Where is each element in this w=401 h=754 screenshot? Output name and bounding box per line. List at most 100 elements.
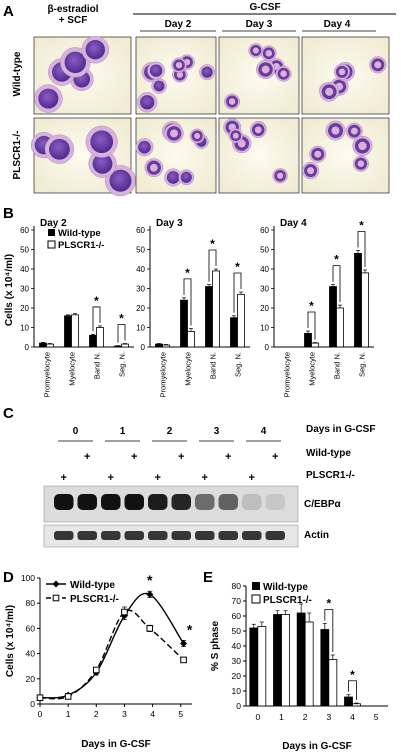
d-point-square bbox=[36, 694, 44, 702]
c-band-actin bbox=[54, 531, 74, 540]
ring-nucleus bbox=[354, 157, 367, 170]
e-y-tick-label: 10 bbox=[232, 686, 242, 696]
e-bar bbox=[273, 614, 282, 707]
c-label-days: Days in G-CSF bbox=[306, 424, 375, 435]
b-category-label: Promyelocyte bbox=[159, 352, 168, 397]
e-legend-label-wildtype: Wild-type bbox=[263, 582, 308, 593]
b-bar bbox=[89, 334, 97, 348]
b-significance-bracket bbox=[92, 306, 101, 332]
b-y-tick-label: 30 bbox=[136, 285, 145, 294]
b-y-tick-label: 10 bbox=[20, 324, 29, 333]
b-significance-star: * bbox=[119, 311, 124, 325]
b-bar bbox=[180, 299, 188, 348]
d-x-tick-label: 2 bbox=[94, 709, 99, 719]
b-bar bbox=[329, 286, 337, 348]
b-significance-star: * bbox=[210, 237, 215, 251]
b-bar bbox=[354, 252, 362, 348]
ring-nucleus bbox=[262, 47, 275, 60]
cell-nucleus bbox=[64, 51, 87, 74]
ring-nucleus bbox=[321, 84, 337, 100]
ring-nucleus bbox=[226, 95, 239, 108]
b-bar bbox=[311, 342, 319, 348]
b-y-tick-label: 40 bbox=[136, 265, 145, 274]
panel-b-letter: B bbox=[3, 205, 14, 222]
cell-nucleus bbox=[201, 66, 213, 78]
d-x-tick-label: 4 bbox=[150, 709, 155, 719]
d-ylabel: Cells (x 10⁴/ml) bbox=[5, 605, 16, 677]
e-bar bbox=[352, 703, 361, 707]
b-bar bbox=[64, 315, 72, 348]
b-y-tick-label: 60 bbox=[260, 226, 269, 235]
c-band-actin bbox=[218, 531, 238, 540]
cell-nucleus bbox=[38, 88, 59, 109]
a-gcsf-header: G-CSF bbox=[249, 2, 280, 13]
e-x-tick-label: 1 bbox=[279, 712, 284, 722]
d-y-tick-label: 100 bbox=[21, 573, 35, 583]
e-legend-label-plscr1: PLSCR1-/- bbox=[263, 595, 312, 606]
ring-nucleus bbox=[311, 147, 325, 161]
b-legend-swatch-plscr1 bbox=[47, 240, 56, 249]
micrograph-grid bbox=[30, 35, 390, 197]
c-plus-plscr1: + bbox=[249, 472, 255, 484]
b-category-label: Band N. bbox=[333, 352, 342, 379]
c-band-actin bbox=[171, 531, 191, 540]
b-bar bbox=[205, 286, 213, 348]
d-x-tick-label: 5 bbox=[178, 709, 183, 719]
b-category-label: Myelocyte bbox=[308, 352, 317, 386]
b-y-tick-label: 0 bbox=[265, 343, 270, 352]
e-bar bbox=[328, 659, 338, 707]
b-bar bbox=[230, 317, 238, 348]
d-legend-label-plscr1: PLSCR1-/- bbox=[70, 594, 119, 605]
c-label-cebpa: C/EBPα bbox=[304, 499, 342, 510]
e-x-tick-label: 2 bbox=[303, 712, 308, 722]
b-legend-label-wildtype: Wild-type bbox=[58, 228, 101, 239]
b-bar bbox=[361, 272, 369, 348]
d-point-square bbox=[146, 625, 154, 632]
e-x-tick-label: 3 bbox=[326, 712, 331, 722]
cell-nucleus bbox=[92, 153, 113, 174]
cell-nucleus bbox=[138, 140, 151, 154]
c-band-cebpa bbox=[148, 494, 168, 510]
e-bar bbox=[320, 629, 330, 707]
a-col-header-estradiol: β-estradiol bbox=[47, 4, 98, 15]
ring-nucleus bbox=[304, 164, 318, 178]
c-blot-actin-membrane bbox=[43, 524, 299, 548]
ring-nucleus bbox=[173, 59, 185, 71]
c-plus-plscr1: + bbox=[202, 472, 208, 484]
ring-nucleus bbox=[277, 67, 290, 80]
c-band-cebpa bbox=[265, 494, 285, 510]
d-legend-marker-wildtype bbox=[52, 580, 60, 588]
c-band-actin bbox=[148, 531, 168, 540]
b-significance-star: * bbox=[359, 218, 364, 232]
e-bar bbox=[249, 627, 259, 707]
b-legend-swatch-wildtype bbox=[48, 229, 55, 236]
b-significance-bracket bbox=[357, 231, 366, 267]
a-col-header-scf: + SCF bbox=[59, 15, 88, 26]
ring-nucleus bbox=[274, 169, 286, 182]
ring-nucleus bbox=[191, 130, 203, 142]
western-blot: 0 + +1 + +2 + +3 + +4 + + bbox=[43, 426, 299, 548]
d-point-square bbox=[92, 666, 100, 674]
d-x-tick-label: 3 bbox=[122, 709, 127, 719]
panel-b-charts: Day 2 0 10 20 30 40 50 60 Promyelocyte Myelocyte B… bbox=[20, 218, 374, 397]
c-label-actin: Actin bbox=[304, 530, 329, 541]
d-y-tick-label: 80 bbox=[26, 598, 36, 608]
d-significance-star: * bbox=[147, 572, 153, 588]
e-legend-swatch-wildtype bbox=[252, 582, 260, 590]
panel-d-chart: Cells (x 10⁴/ml)Days in G-CSF02040608010… bbox=[5, 572, 193, 750]
d-series-line bbox=[39, 592, 185, 699]
b-category-label: Band N. bbox=[209, 352, 218, 379]
d-y-tick-label: 40 bbox=[26, 649, 36, 659]
c-plus-wildtype: + bbox=[225, 451, 231, 463]
b-bar bbox=[39, 342, 47, 348]
b-legend: Wild-type PLSCR1-/- bbox=[47, 228, 104, 251]
b-bar bbox=[187, 330, 195, 348]
panel-e-letter: E bbox=[203, 569, 213, 586]
b-y-tick-label: 0 bbox=[141, 343, 146, 352]
b-y-tick-label: 40 bbox=[20, 265, 29, 274]
e-significance-bracket bbox=[348, 680, 357, 700]
b-significance-bracket bbox=[332, 265, 341, 303]
e-xlabel: Days in G-CSF bbox=[282, 741, 351, 752]
b-bar bbox=[46, 343, 54, 348]
e-bar bbox=[257, 626, 267, 707]
